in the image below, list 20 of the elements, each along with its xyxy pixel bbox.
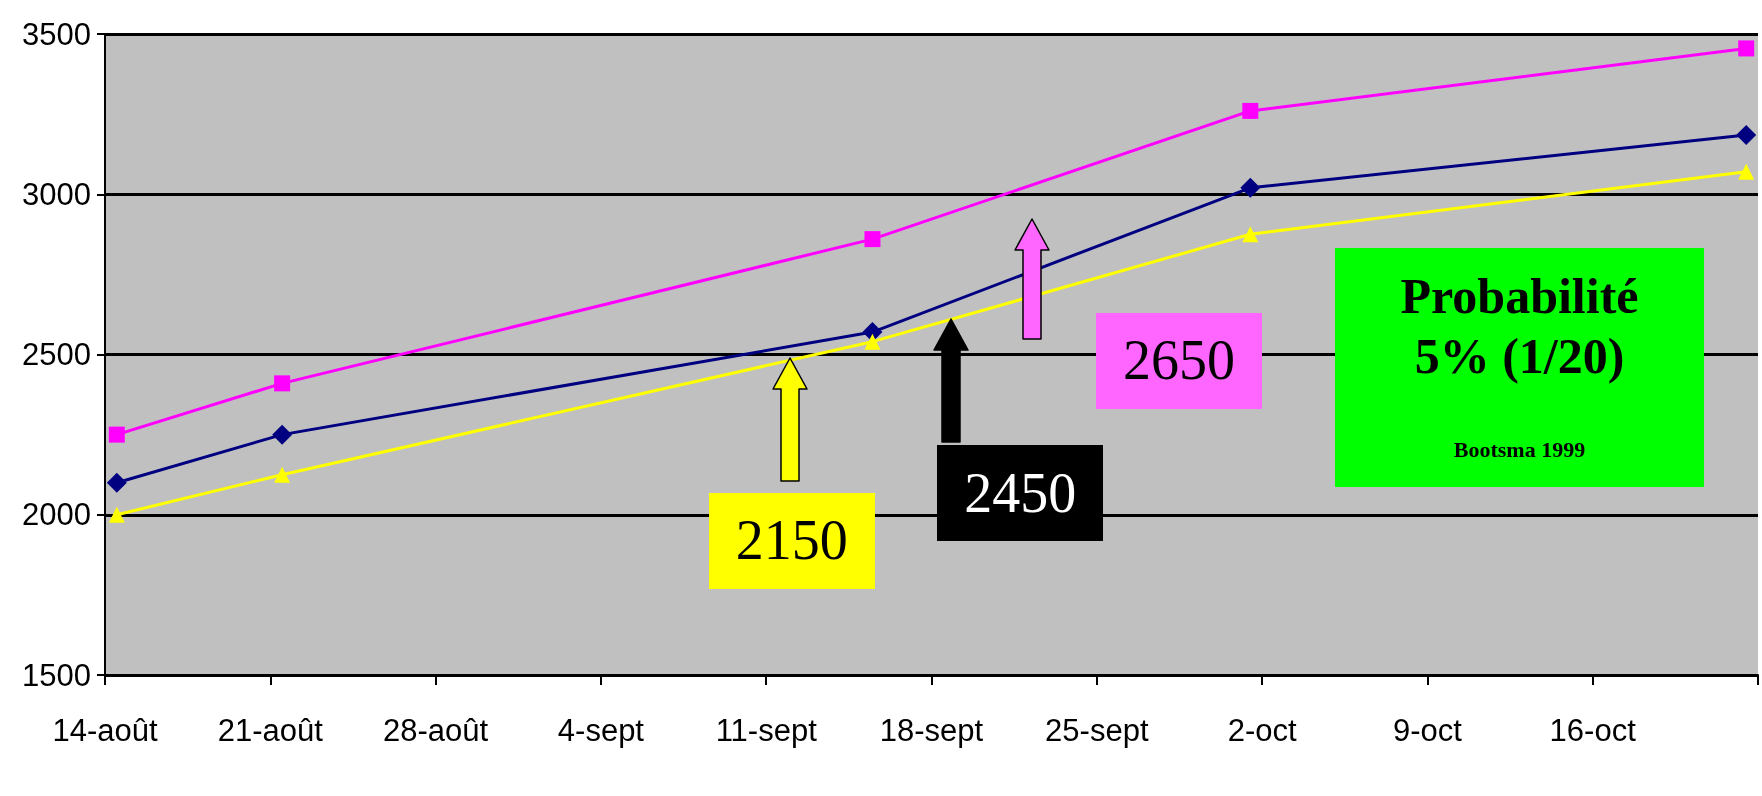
annotation: 2450 <box>964 460 1077 526</box>
x-tick-label: 4-sept <box>557 713 645 748</box>
y-tick-label: 1500 <box>22 657 91 693</box>
x-tick-label: 28-août <box>383 713 489 748</box>
annotation: Probabilité 5% (1/20) <box>1399 267 1640 386</box>
x-tick-label: 16-oct <box>1549 713 1637 748</box>
x-tick-label: 11-sept <box>715 713 818 748</box>
y-tick-label: 2500 <box>22 337 91 372</box>
y-tick-label: 3500 <box>22 16 91 52</box>
x-tick-label: 21-août <box>217 713 324 748</box>
annotation: 2150 <box>735 508 848 574</box>
x-tick-label: 9-oct <box>1392 713 1463 748</box>
annotation: 2650 <box>1123 328 1235 394</box>
x-tick-label: 14-août <box>52 713 158 748</box>
x-tick-label: 25-sept <box>1045 713 1149 748</box>
x-tick-label: 2-oct <box>1227 713 1297 748</box>
y-tick-label: 2000 <box>22 497 91 533</box>
x-tick-label: 18-sept <box>879 713 984 748</box>
annotation: Bootsma 1999 <box>1453 436 1586 464</box>
y-tick-label: 3000 <box>22 176 91 212</box>
